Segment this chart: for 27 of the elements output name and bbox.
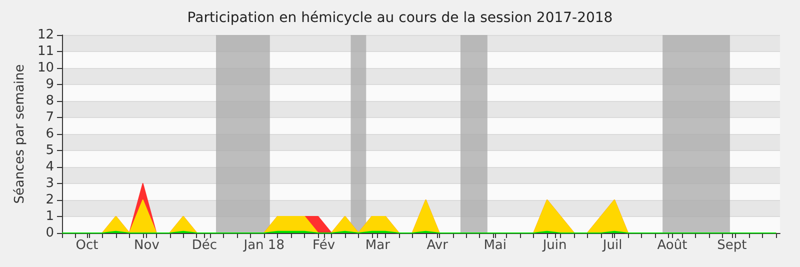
x-tick-label: Nov [134, 238, 160, 253]
y-tick-label: 12 [37, 28, 54, 42]
y-tick-label: 6 [46, 126, 54, 142]
x-tick-label: Oct [76, 238, 98, 253]
y-axis-title: Séances par semaine [12, 64, 28, 204]
y-tick-label: 0 [46, 226, 54, 240]
y-tick-label: 3 [46, 176, 54, 191]
y-tick-label: 2 [46, 192, 54, 208]
y-tick-label: 9 [46, 77, 54, 92]
y-tick-label: 8 [46, 94, 54, 108]
x-tick-label: Sept [717, 238, 747, 253]
x-tick-label: Fév [312, 238, 336, 253]
x-tick-label: Juil [602, 238, 622, 253]
x-tick-label: Déc [192, 238, 218, 253]
y-tick-label: 10 [37, 60, 54, 76]
y-tick-label: 7 [46, 110, 54, 125]
x-tick-label: Juin [542, 238, 567, 253]
x-tick-label: Mai [484, 238, 507, 253]
x-tick-label: Jan 18 [242, 238, 284, 253]
y-tick-label: 5 [46, 143, 54, 158]
y-tick-label: 4 [46, 160, 54, 174]
x-tick-label: Avr [426, 238, 449, 253]
x-tick-label: Mar [365, 238, 391, 253]
x-tick-label: Août [657, 238, 688, 253]
y-tick-label: 11 [37, 44, 54, 59]
y-tick-label: 1 [46, 209, 54, 224]
chart-title: Participation en hémicycle au cours de la session 2017-2018 [187, 10, 613, 26]
